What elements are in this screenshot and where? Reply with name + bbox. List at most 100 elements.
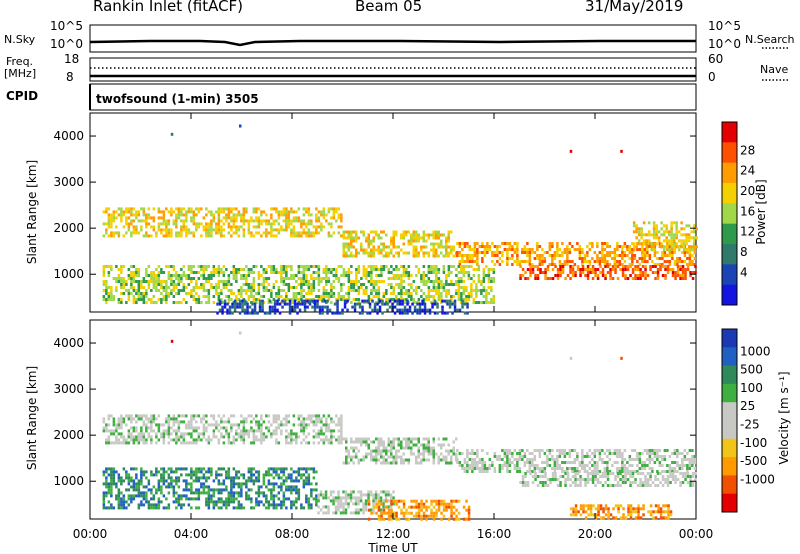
velocity-cell <box>405 458 408 462</box>
power-cell <box>643 260 647 263</box>
power-cell <box>142 298 146 301</box>
power-cell <box>633 257 637 260</box>
power-cell <box>147 234 151 238</box>
velocity-cell <box>407 458 410 462</box>
velocity-cell <box>107 438 111 442</box>
velocity-cell <box>230 441 233 445</box>
power-cell <box>205 228 208 232</box>
velocity-cell <box>601 461 604 464</box>
power-cell <box>573 248 577 251</box>
power-cell <box>307 228 311 232</box>
power-cell <box>120 207 123 211</box>
power-cell <box>674 271 677 274</box>
velocity-cell <box>330 435 333 439</box>
velocity-cell <box>604 481 607 484</box>
power-cell <box>122 225 126 229</box>
velocity-cell <box>102 429 106 433</box>
power-cell <box>225 283 228 286</box>
power-cell <box>460 298 463 301</box>
power-cell <box>292 216 296 220</box>
velocity-cell <box>195 420 198 424</box>
velocity-cell <box>160 473 163 477</box>
velocity-cell <box>476 449 479 452</box>
velocity-cell <box>150 429 153 433</box>
velocity-cell <box>132 494 136 498</box>
velocity-cell <box>693 461 697 464</box>
velocity-cell <box>420 461 423 465</box>
power-cell <box>415 230 418 234</box>
power-cell <box>626 277 630 280</box>
power-cell <box>217 271 221 274</box>
velocity-cell <box>140 482 143 486</box>
velocity-cell <box>425 443 428 447</box>
velocity-cell <box>686 470 689 473</box>
power-cell <box>167 295 171 298</box>
velocity-cell <box>372 449 375 453</box>
velocity-cell <box>190 506 193 510</box>
power-cell <box>365 277 368 280</box>
power-cell <box>272 286 276 289</box>
power-cell <box>450 230 453 234</box>
velocity-cell <box>107 435 111 439</box>
power-cell <box>655 233 658 237</box>
velocity-cell <box>247 470 251 474</box>
power-cell <box>238 299 242 303</box>
velocity-cell <box>220 435 223 439</box>
power-cell <box>340 289 343 292</box>
velocity-cell <box>651 481 655 484</box>
power-cell <box>370 254 373 258</box>
velocity-cell <box>285 479 288 483</box>
velocity-cell <box>260 500 263 504</box>
velocity-cell <box>528 458 532 461</box>
velocity-cell <box>614 484 617 487</box>
power-cell <box>441 299 444 303</box>
power-cell <box>427 233 430 237</box>
velocity-cell <box>395 449 398 453</box>
velocity-cell <box>651 458 654 461</box>
velocity-cell <box>275 426 278 430</box>
velocity-cell <box>202 476 206 480</box>
velocity-cell <box>666 478 670 481</box>
power-cell <box>568 251 572 254</box>
power-cell <box>227 213 231 217</box>
power-cell <box>647 230 651 234</box>
power-cell <box>347 230 350 234</box>
power-cell <box>195 286 198 289</box>
power-cell <box>690 230 693 234</box>
power-cell <box>246 305 249 309</box>
velocity-cell <box>616 481 620 484</box>
velocity-cell <box>579 484 582 487</box>
velocity-cell <box>117 506 121 510</box>
power-cell <box>310 219 313 223</box>
power-cell <box>370 289 373 292</box>
velocity-panel <box>89 319 697 520</box>
velocity-cell <box>122 506 126 510</box>
power-cell <box>402 274 406 277</box>
power-cell <box>277 213 281 217</box>
power-cell <box>652 248 656 252</box>
velocity-cell <box>481 458 484 461</box>
power-cell <box>541 260 544 263</box>
power-cell <box>407 295 411 298</box>
velocity-cell <box>177 438 181 442</box>
power-cell <box>410 236 413 240</box>
power-cell <box>205 268 208 271</box>
velocity-cell <box>397 455 400 459</box>
nsky-tick-high: 10^5 <box>50 19 83 33</box>
power-cell <box>270 268 273 271</box>
power-cell <box>377 295 381 298</box>
power-cell <box>380 251 383 255</box>
power-cell <box>586 251 589 254</box>
velocity-cell <box>102 500 106 504</box>
velocity-cell <box>594 478 597 481</box>
power-cell <box>130 274 133 277</box>
power-cell <box>272 234 276 238</box>
velocity-cell <box>195 491 198 495</box>
power-cell <box>112 216 116 220</box>
velocity-cell <box>463 461 467 464</box>
power-cell <box>538 257 542 260</box>
velocity-cell <box>287 432 291 436</box>
power-cell <box>355 236 358 240</box>
velocity-cell <box>280 500 283 504</box>
power-cell <box>347 295 351 298</box>
